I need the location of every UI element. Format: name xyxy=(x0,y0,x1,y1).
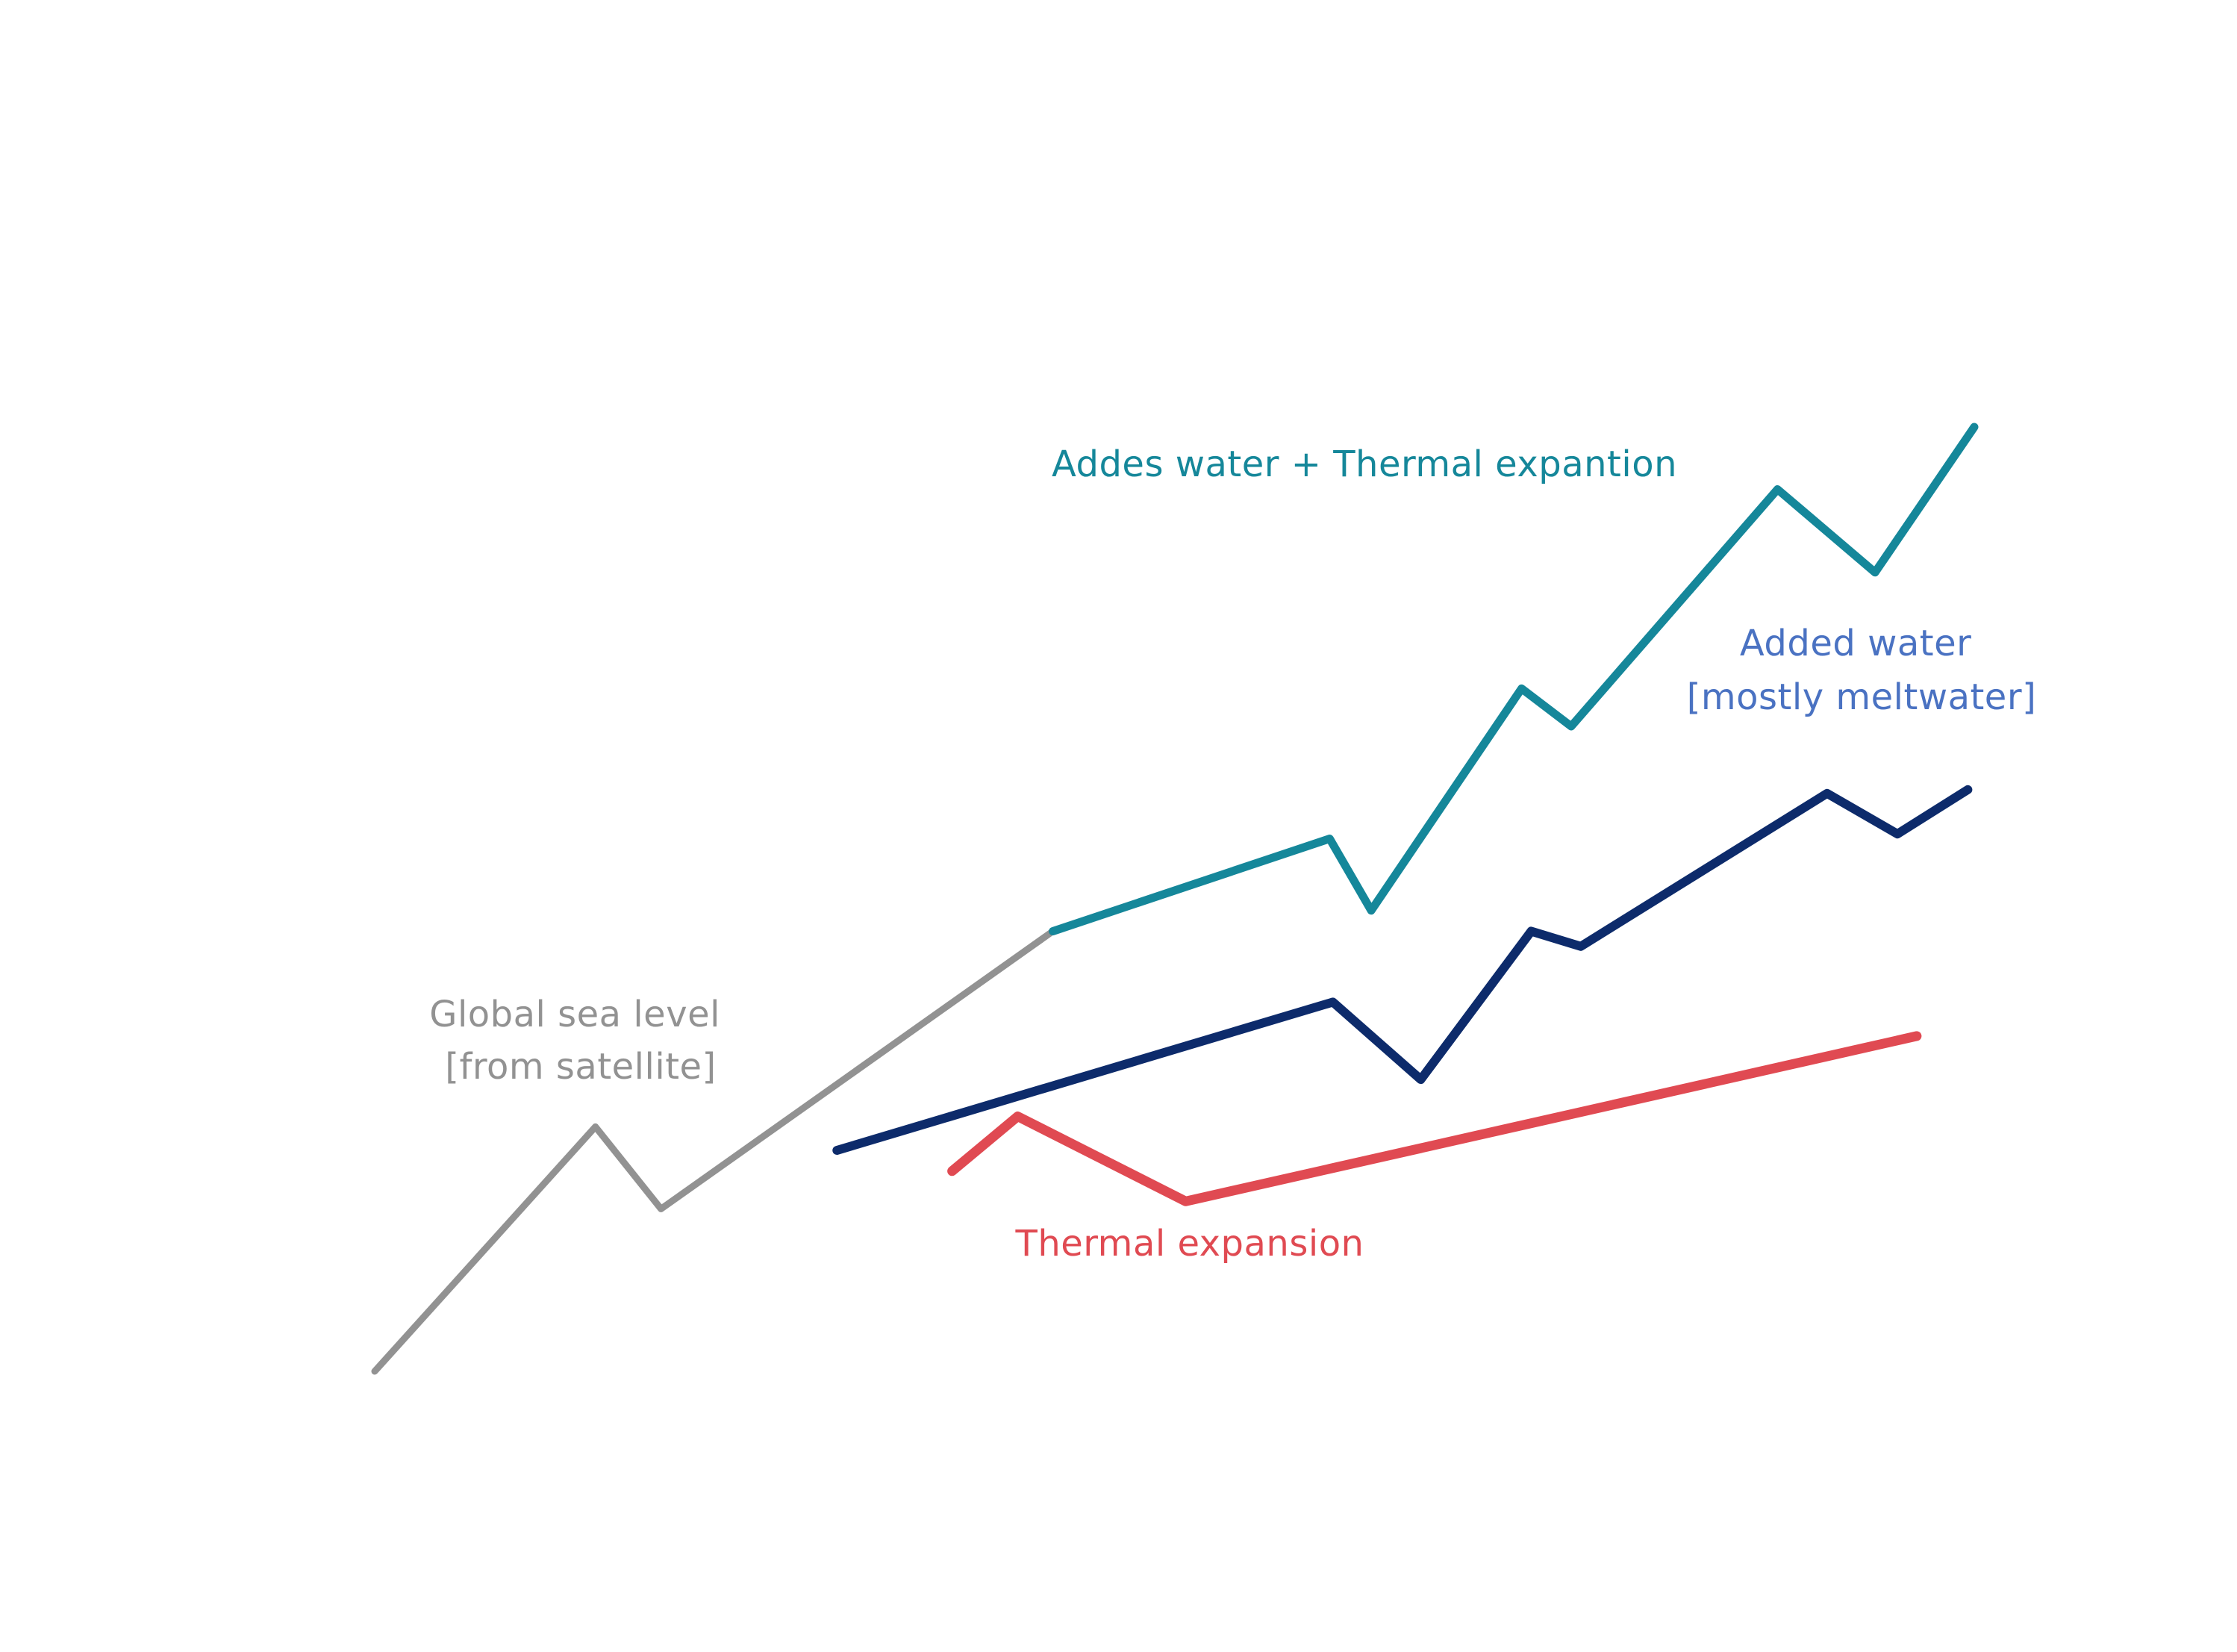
series-labels: Global sea level [from satellite] Addes … xyxy=(429,443,2036,1265)
label-global-line-2: [from satellite] xyxy=(445,1046,717,1088)
label-thermal-expansion: Thermal expansion xyxy=(1015,1223,1364,1265)
label-global-sea-level: Global sea level [from satellite] xyxy=(429,994,732,1088)
label-global-line-1: Global sea level xyxy=(429,994,720,1035)
label-added-water: Added water [mostly meltwater] xyxy=(1687,623,2037,718)
label-thermal-line-1: Thermal expansion xyxy=(1015,1223,1364,1265)
series-line-added-water xyxy=(832,785,1973,1155)
label-combined: Addes water + Thermal expantion xyxy=(1052,443,1677,485)
series-lines xyxy=(371,423,1979,1375)
label-added-water-line-2: [mostly meltwater] xyxy=(1687,676,2037,718)
series-line-thermal xyxy=(947,1031,1922,1206)
series-line-global xyxy=(371,928,1057,1375)
label-added-water-line-1: Added water xyxy=(1740,623,1971,664)
series-line-combined xyxy=(1049,423,1979,935)
label-combined-line-1: Addes water + Thermal expantion xyxy=(1052,443,1677,485)
